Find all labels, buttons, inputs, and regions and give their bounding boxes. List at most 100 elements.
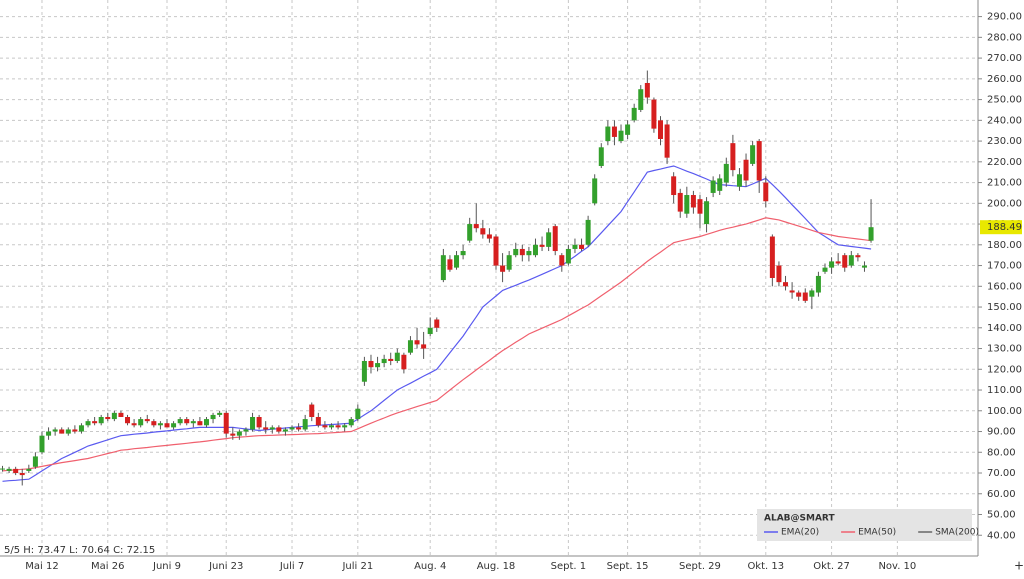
y-tick-label: 140.00 (987, 323, 1022, 334)
x-tick-label: Sept. 1 (551, 561, 587, 572)
candle-body (605, 126, 611, 142)
candle-body (809, 290, 815, 297)
x-tick-label: Aug. 4 (414, 561, 446, 572)
candle-body (822, 267, 828, 272)
candle-body (348, 419, 354, 426)
x-tick-label: Mai 12 (25, 561, 58, 572)
legend-box (757, 509, 972, 541)
y-tick-label: 280.00 (987, 32, 1022, 43)
candle-body (39, 435, 45, 453)
candle-body (309, 404, 315, 417)
candle-body (690, 195, 696, 208)
candle-body (394, 352, 400, 361)
candle-body (407, 340, 413, 353)
x-tick-label: Aug. 18 (477, 561, 516, 572)
candle-body (269, 427, 275, 430)
candle-body (203, 419, 209, 426)
candle-body (151, 421, 157, 426)
candle-body (78, 425, 84, 432)
candle-body (684, 195, 690, 214)
candle-body (664, 124, 670, 158)
y-tick-label: 170.00 (987, 261, 1022, 272)
candle-body (0, 468, 5, 470)
candle-body (223, 412, 229, 434)
candle-body (704, 201, 710, 225)
candle-body (631, 107, 637, 121)
info-text: 5/5 H: 73.47 L: 70.64 C: 72.15 (4, 545, 155, 556)
candle-body (184, 419, 190, 424)
candle-body (598, 147, 604, 166)
candle-body (552, 226, 558, 252)
candle-body (658, 120, 663, 139)
candle-body (355, 408, 361, 420)
candle-body (486, 234, 492, 239)
y-tick-label: 110.00 (987, 385, 1022, 396)
candle-body (59, 429, 65, 434)
y-tick-label: 250.00 (987, 95, 1022, 106)
grid (0, 0, 978, 556)
candle-body (736, 174, 742, 187)
candle-body (434, 319, 440, 328)
candle-body (375, 363, 381, 368)
candle-body (769, 236, 775, 278)
candle-body (414, 340, 420, 345)
candle-body (579, 244, 585, 249)
candle-body (730, 143, 736, 171)
x-tick-label: Mai 26 (91, 561, 124, 572)
y-tick-label: 260.00 (987, 74, 1022, 85)
candle-body (776, 265, 782, 283)
candle-body (19, 473, 25, 476)
y-tick-label: 40.00 (987, 530, 1016, 541)
candle-body (250, 417, 256, 430)
candle-body (131, 423, 137, 426)
candle-body (592, 178, 598, 204)
candle-body (493, 236, 499, 266)
candle-body (513, 248, 519, 256)
candle-body (756, 141, 762, 181)
candle-body (671, 176, 677, 196)
candle-body (329, 425, 334, 428)
candle-body (565, 248, 571, 264)
candle-body (368, 360, 374, 368)
axes: 40.00 50.00 60.00 70.00 80.00 90.00 100.00 110.… (25, 12, 1022, 572)
candle-body (796, 292, 802, 297)
y-tick-label: 70.00 (987, 468, 1016, 479)
candle-body (697, 199, 703, 214)
candle-body (500, 265, 506, 272)
candle-body (6, 468, 12, 471)
candle-body (138, 419, 144, 426)
candle-body (282, 429, 288, 432)
candle-body (585, 219, 591, 245)
candle-body (243, 429, 249, 432)
y-tick-label: 60.00 (987, 489, 1016, 500)
x-tick-label: Sept. 29 (679, 561, 721, 572)
last-price-box (980, 220, 1022, 235)
candle-body (723, 163, 729, 183)
candles (0, 70, 874, 486)
candle-body (783, 282, 789, 287)
candle-body (546, 232, 552, 247)
candle-body (644, 82, 650, 98)
candle-body (322, 425, 328, 428)
legend: ALAB@SMART EMA(20) EMA(50) SMA(200) (757, 509, 979, 541)
candle-body (868, 227, 874, 241)
candle-body (473, 224, 479, 229)
candle-body (197, 421, 203, 426)
candle-body (105, 417, 111, 420)
candle-body (315, 417, 321, 426)
y-tick-label: 240.00 (987, 115, 1022, 126)
candle-body (65, 429, 71, 434)
candle-body (532, 244, 538, 256)
y-tick-label: 290.00 (987, 12, 1022, 23)
last-price-label: 188.49 (987, 222, 1022, 233)
y-tick-label: 150.00 (987, 302, 1022, 313)
candle-body (829, 261, 835, 268)
candle-body (118, 412, 124, 417)
candle-body (750, 145, 756, 164)
legend-title: ALAB@SMART (764, 514, 835, 524)
candle-body (236, 431, 242, 436)
candle-body (263, 427, 269, 430)
candle-body (763, 182, 769, 202)
